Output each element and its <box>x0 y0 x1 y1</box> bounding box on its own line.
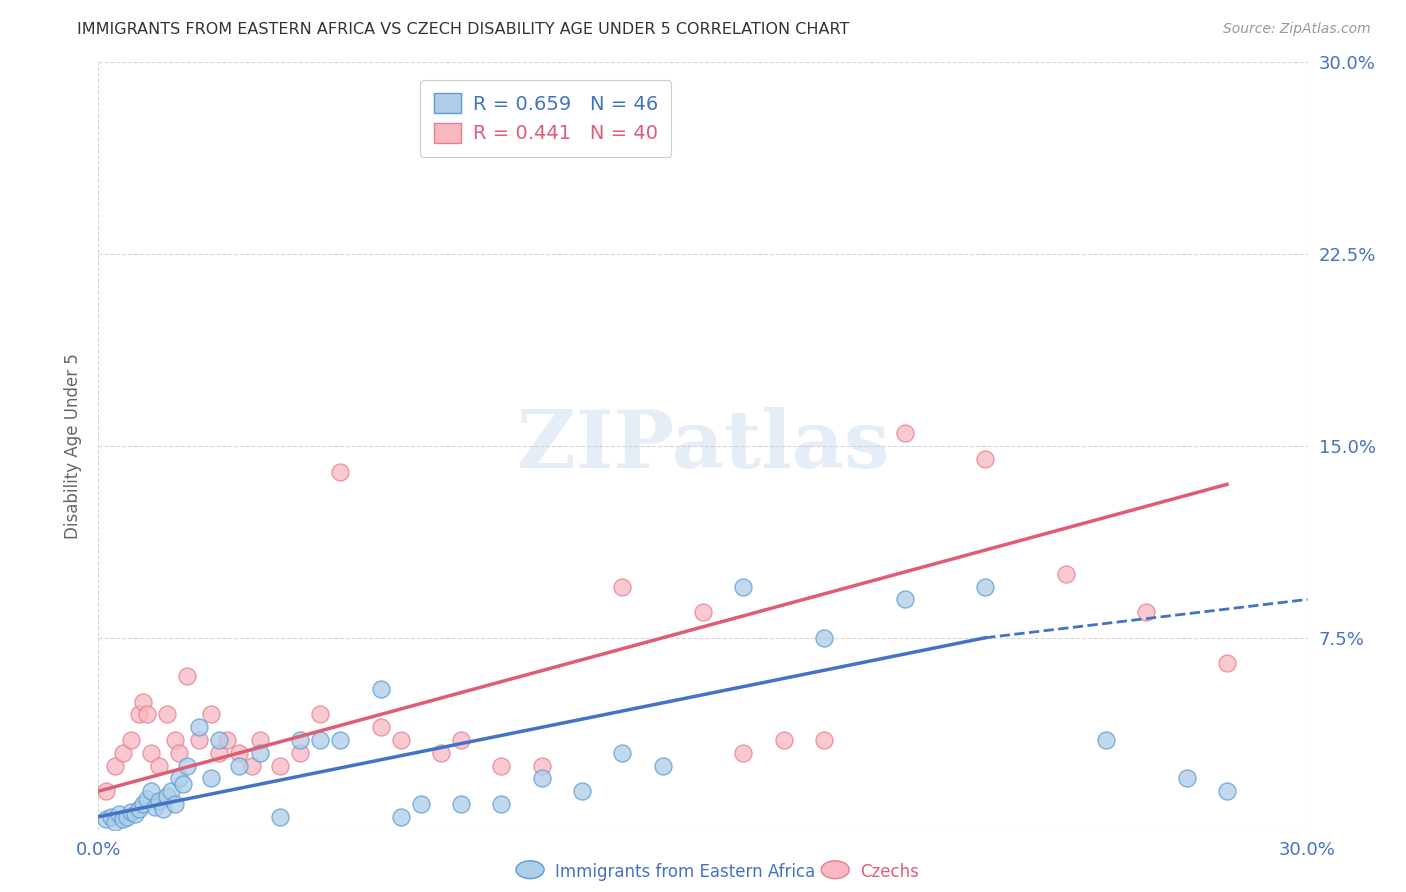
Point <box>160 784 183 798</box>
Point <box>103 758 125 772</box>
Point <box>128 802 150 816</box>
Point <box>893 426 915 441</box>
Point <box>111 746 134 760</box>
Point <box>217 733 239 747</box>
Point <box>1216 657 1239 671</box>
Point <box>228 746 250 760</box>
Point <box>115 810 138 824</box>
Point <box>309 733 332 747</box>
Point <box>135 707 157 722</box>
Point <box>188 720 211 734</box>
Point <box>370 681 392 696</box>
Point <box>163 733 186 747</box>
Point <box>309 707 332 722</box>
Text: Source: ZipAtlas.com: Source: ZipAtlas.com <box>1223 22 1371 37</box>
Point <box>128 707 150 722</box>
Point <box>132 695 155 709</box>
Point <box>409 797 432 811</box>
Point <box>167 746 190 760</box>
Point <box>148 758 170 772</box>
Legend: R = 0.659   N = 46, R = 0.441   N = 40: R = 0.659 N = 46, R = 0.441 N = 40 <box>420 79 672 157</box>
Point <box>530 758 553 772</box>
Point <box>156 789 179 804</box>
Text: IMMIGRANTS FROM EASTERN AFRICA VS CZECH DISABILITY AGE UNDER 5 CORRELATION CHART: IMMIGRANTS FROM EASTERN AFRICA VS CZECH … <box>77 22 849 37</box>
Point <box>188 733 211 747</box>
Point <box>329 465 352 479</box>
Point <box>491 797 513 811</box>
Point <box>249 733 271 747</box>
Point <box>176 669 198 683</box>
Point <box>148 794 170 808</box>
Point <box>389 733 412 747</box>
Y-axis label: Disability Age Under 5: Disability Age Under 5 <box>65 353 83 539</box>
Point <box>111 813 134 827</box>
Point <box>1054 566 1077 581</box>
Point <box>139 784 162 798</box>
Point <box>813 733 835 747</box>
Point <box>733 746 755 760</box>
Point <box>450 733 472 747</box>
Point <box>240 758 263 772</box>
Point <box>571 784 593 798</box>
Point <box>813 631 835 645</box>
Point <box>288 733 311 747</box>
Point <box>135 792 157 806</box>
Point <box>152 802 174 816</box>
Point <box>228 758 250 772</box>
Point <box>139 746 162 760</box>
Point <box>1095 733 1118 747</box>
Point <box>176 758 198 772</box>
Point <box>200 772 222 786</box>
Point <box>772 733 794 747</box>
Point <box>172 776 194 790</box>
Point <box>124 807 146 822</box>
Point <box>100 810 122 824</box>
Point <box>288 746 311 760</box>
Point <box>651 758 673 772</box>
Point <box>1135 605 1157 619</box>
Point <box>430 746 453 760</box>
Point <box>132 797 155 811</box>
Point <box>974 580 997 594</box>
Point <box>208 746 231 760</box>
Text: ZIPatlas: ZIPatlas <box>517 407 889 485</box>
Point <box>107 807 129 822</box>
Point <box>156 707 179 722</box>
Point <box>893 592 915 607</box>
Text: Czechs: Czechs <box>860 863 920 881</box>
Point <box>120 733 142 747</box>
Point <box>370 720 392 734</box>
Point <box>733 580 755 594</box>
Text: Immigrants from Eastern Africa: Immigrants from Eastern Africa <box>555 863 815 881</box>
Point <box>389 810 412 824</box>
Point <box>450 797 472 811</box>
Point <box>163 797 186 811</box>
Point <box>96 784 118 798</box>
Point <box>329 733 352 747</box>
Point <box>120 805 142 819</box>
Point <box>1175 772 1198 786</box>
Point <box>269 810 291 824</box>
Point <box>208 733 231 747</box>
Point <box>1216 784 1239 798</box>
Point <box>200 707 222 722</box>
Point <box>249 746 271 760</box>
Point <box>96 813 118 827</box>
Point <box>692 605 714 619</box>
Point <box>974 451 997 466</box>
Point <box>491 758 513 772</box>
Point <box>103 814 125 829</box>
Point <box>167 772 190 786</box>
Point <box>530 772 553 786</box>
Point <box>143 799 166 814</box>
Point <box>269 758 291 772</box>
Point <box>612 746 634 760</box>
Point <box>612 580 634 594</box>
